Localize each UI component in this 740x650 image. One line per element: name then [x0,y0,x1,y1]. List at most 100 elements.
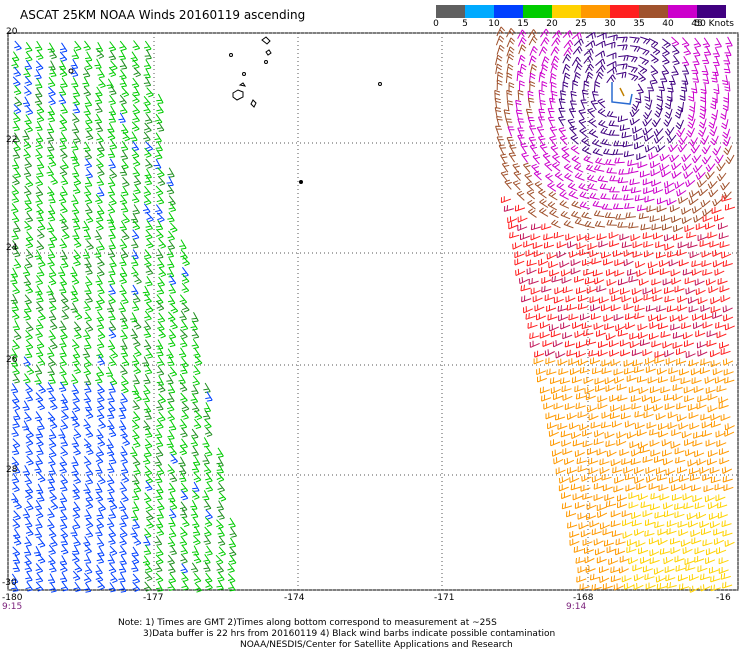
wind-barb [37,537,46,548]
wind-barb [646,421,657,429]
wind-barb [593,164,605,172]
wind-barb [701,250,712,258]
wind-barb [97,383,105,394]
wind-barb [82,76,90,87]
wind-barb [549,324,560,332]
wind-barb [600,127,611,136]
wind-barb [119,401,127,412]
wind-barb [585,164,596,173]
wind-barb [49,490,57,501]
wind-barb [591,138,602,148]
wind-barb [665,357,676,365]
lat-label-30: -30 [2,578,17,588]
wind-barb [72,156,80,167]
wind-barb [108,105,117,116]
wind-barb [47,76,56,88]
wind-barb [130,527,138,538]
wind-barb [644,195,655,203]
wind-barb [84,563,93,575]
wind-barb [179,329,188,340]
wind-barb [515,99,522,111]
wind-barb [157,320,165,332]
wind-barb [694,547,705,555]
wind-barb [594,220,606,228]
wind-barb [637,323,648,331]
wind-barb [569,367,580,376]
wind-barb [702,215,713,223]
wind-barb [144,168,152,179]
wind-barb [699,367,710,375]
wind-barb [22,400,30,411]
wind-barb [693,385,704,394]
wind-barb [712,198,723,207]
wind-barb [121,229,130,241]
wind-barb [13,329,22,340]
wind-barb [191,311,199,323]
wind-barb [106,517,115,528]
wind-barb [217,535,226,546]
wind-barb [623,303,634,311]
wind-barb [583,55,594,64]
wind-barb [722,136,731,147]
wind-barb [606,167,617,174]
wind-barb [516,190,525,201]
wind-barb [613,140,624,147]
wind-barb [106,474,115,485]
wind-barb [616,431,627,439]
wind-barb [659,153,670,162]
wind-barb [24,545,32,556]
legend-tick-label: 0 [433,19,439,29]
wind-barb [663,287,675,294]
wind-barb [712,56,720,66]
wind-barb [47,112,56,123]
lat-label-20: 20 [6,27,18,37]
wind-barb [11,184,20,196]
wind-barb [85,408,94,419]
wind-barb [699,240,710,247]
wind-barb [701,155,712,165]
wind-barb [85,474,94,485]
wind-barb [657,538,668,546]
wind-barb [572,439,583,447]
wind-barb [167,230,175,241]
wind-barb [35,301,44,312]
wind-barb [717,501,728,509]
wind-barb [59,213,67,224]
wind-barb [674,511,685,519]
wind-barb [34,364,43,375]
wind-barb [11,426,19,437]
wind-barb [23,356,31,367]
wind-barb [155,428,163,439]
wind-barb [655,144,666,153]
wind-barb [501,162,510,173]
wind-barb [25,51,33,62]
wind-barb [538,188,547,199]
wind-barb [96,175,105,186]
wind-barb [587,242,598,250]
wind-barb [697,349,708,357]
wind-barb [682,268,693,276]
wind-barb [132,204,141,215]
wind-barb [716,440,727,447]
wind-barb [660,331,671,338]
wind-barb [696,458,707,466]
wind-barb [500,153,508,165]
wind-barb [528,55,537,66]
wind-barb [203,409,211,420]
wind-barb [143,384,151,395]
wind-barb [158,411,166,422]
wind-barb [698,118,707,129]
wind-barb [23,148,31,159]
lat-label-24: 24 [6,243,18,253]
wind-barb [190,499,198,510]
wind-barb [192,489,200,500]
wind-barb [541,56,550,67]
wind-barb [94,113,103,124]
wind-barb [496,136,504,147]
right-swath-time: 9:14 [566,602,587,612]
wind-barb [718,402,729,410]
wind-barb [585,233,596,241]
wind-barb [22,266,31,277]
wind-barb [109,84,117,96]
wind-barb [145,473,154,484]
